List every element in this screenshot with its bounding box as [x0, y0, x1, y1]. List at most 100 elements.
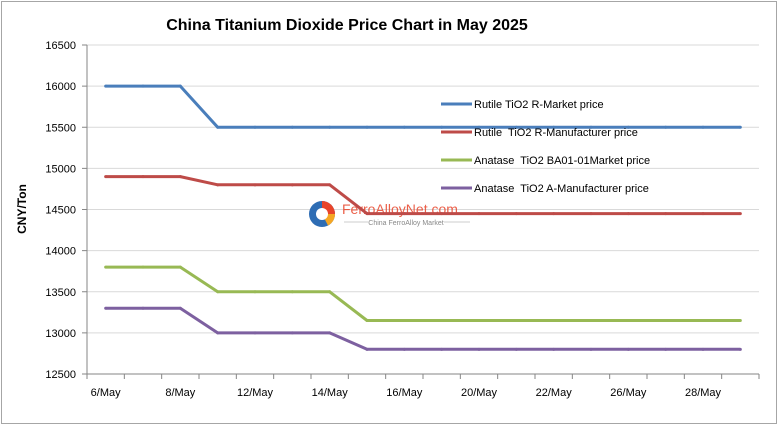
data-point [701, 212, 705, 216]
axes [86, 45, 760, 379]
data-point [141, 84, 145, 88]
data-point [552, 347, 556, 351]
data-point [589, 125, 593, 129]
data-point [514, 319, 518, 323]
y-axis-label: CNY/Ton [15, 184, 29, 234]
data-point [664, 125, 668, 129]
data-point [104, 84, 108, 88]
x-tick-label: 8/May [165, 387, 195, 399]
y-tick-label: 15000 [45, 163, 76, 175]
data-point [701, 347, 705, 351]
data-point [552, 125, 556, 129]
data-point [514, 347, 518, 351]
data-point [178, 84, 182, 88]
data-point [328, 183, 332, 187]
data-point [178, 175, 182, 179]
data-point [216, 183, 220, 187]
data-point [402, 347, 406, 351]
y-tick-label: 16000 [45, 81, 76, 93]
series-lines [104, 84, 742, 351]
data-point [402, 125, 406, 129]
legend-label: Anatase TiO2 BA01-01Market price [474, 155, 650, 167]
data-point [664, 347, 668, 351]
x-tick-label: 14/May [312, 387, 349, 399]
data-point [440, 125, 444, 129]
data-point [626, 319, 630, 323]
legend-label: Rutile TiO2 R-Market price [474, 99, 604, 111]
watermark-tagline: China FerroAlloy Market [368, 220, 444, 227]
data-point [178, 306, 182, 310]
data-point [365, 347, 369, 351]
data-point [440, 347, 444, 351]
data-point [477, 125, 481, 129]
data-point [216, 125, 220, 129]
data-point [104, 265, 108, 269]
data-point [328, 125, 332, 129]
data-point [514, 125, 518, 129]
data-point [589, 212, 593, 216]
y-tick-label: 15500 [45, 122, 76, 134]
data-point [365, 212, 369, 216]
data-point [701, 319, 705, 323]
data-point [141, 175, 145, 179]
data-point [626, 212, 630, 216]
data-point [253, 183, 257, 187]
data-point [589, 319, 593, 323]
series-line-3 [105, 265, 741, 322]
y-tick-label: 13500 [45, 287, 76, 299]
data-point [178, 265, 182, 269]
chart-title: China Titanium Dioxide Price Chart in Ma… [166, 17, 528, 34]
x-tick-label: 12/May [237, 387, 274, 399]
data-point [626, 347, 630, 351]
series-line-2 [105, 175, 741, 216]
x-tick-labels: 6/May 8/May 12/May 14/May 16/May 20/May 22/May… [91, 387, 722, 399]
chart-frame: China Titanium Dioxide Price Chart in Ma… [1, 1, 777, 424]
data-point [141, 265, 145, 269]
data-point [402, 212, 406, 216]
data-point [701, 125, 705, 129]
data-point [477, 319, 481, 323]
y-tick-labels: 16500 16000 15500 15000 14500 14000 13500 13000… [45, 40, 76, 381]
data-point [253, 290, 257, 294]
legend-label: Rutile TiO2 R-Manufacturer price [474, 127, 638, 139]
data-point [216, 331, 220, 335]
x-tick-label: 26/May [610, 387, 647, 399]
legend-label: Anatase TiO2 A-Manufacturer price [474, 183, 649, 195]
y-tick-label: 14500 [45, 205, 76, 217]
data-point [402, 319, 406, 323]
x-tick-label: 6/May [91, 387, 121, 399]
data-point [589, 347, 593, 351]
data-point [552, 212, 556, 216]
data-point [738, 347, 742, 351]
data-point [253, 125, 257, 129]
data-point [253, 331, 257, 335]
data-point [365, 125, 369, 129]
y-tick-label: 16500 [45, 40, 76, 52]
data-point [440, 319, 444, 323]
data-point [216, 290, 220, 294]
data-point [104, 306, 108, 310]
data-point [328, 290, 332, 294]
series-line-4 [105, 306, 741, 351]
data-point [328, 331, 332, 335]
data-point [365, 319, 369, 323]
y-tick-label: 12500 [45, 369, 76, 381]
data-point [738, 319, 742, 323]
y-tick-label: 14000 [45, 246, 76, 258]
line-chart: China Titanium Dioxide Price Chart in Ma… [15, 17, 760, 399]
series-line-1 [105, 84, 741, 129]
x-tick-label: 16/May [386, 387, 423, 399]
data-point [141, 306, 145, 310]
data-point [664, 319, 668, 323]
data-point [514, 212, 518, 216]
data-point [552, 319, 556, 323]
data-point [440, 212, 444, 216]
x-tick-label: 20/May [461, 387, 498, 399]
x-tick-label: 22/May [536, 387, 573, 399]
data-point [477, 347, 481, 351]
data-point [738, 212, 742, 216]
data-point [290, 331, 294, 335]
data-point [477, 212, 481, 216]
x-tick-label: 28/May [685, 387, 722, 399]
legend: Rutile TiO2 R-Market price Rutile TiO2 R-… [441, 99, 650, 195]
